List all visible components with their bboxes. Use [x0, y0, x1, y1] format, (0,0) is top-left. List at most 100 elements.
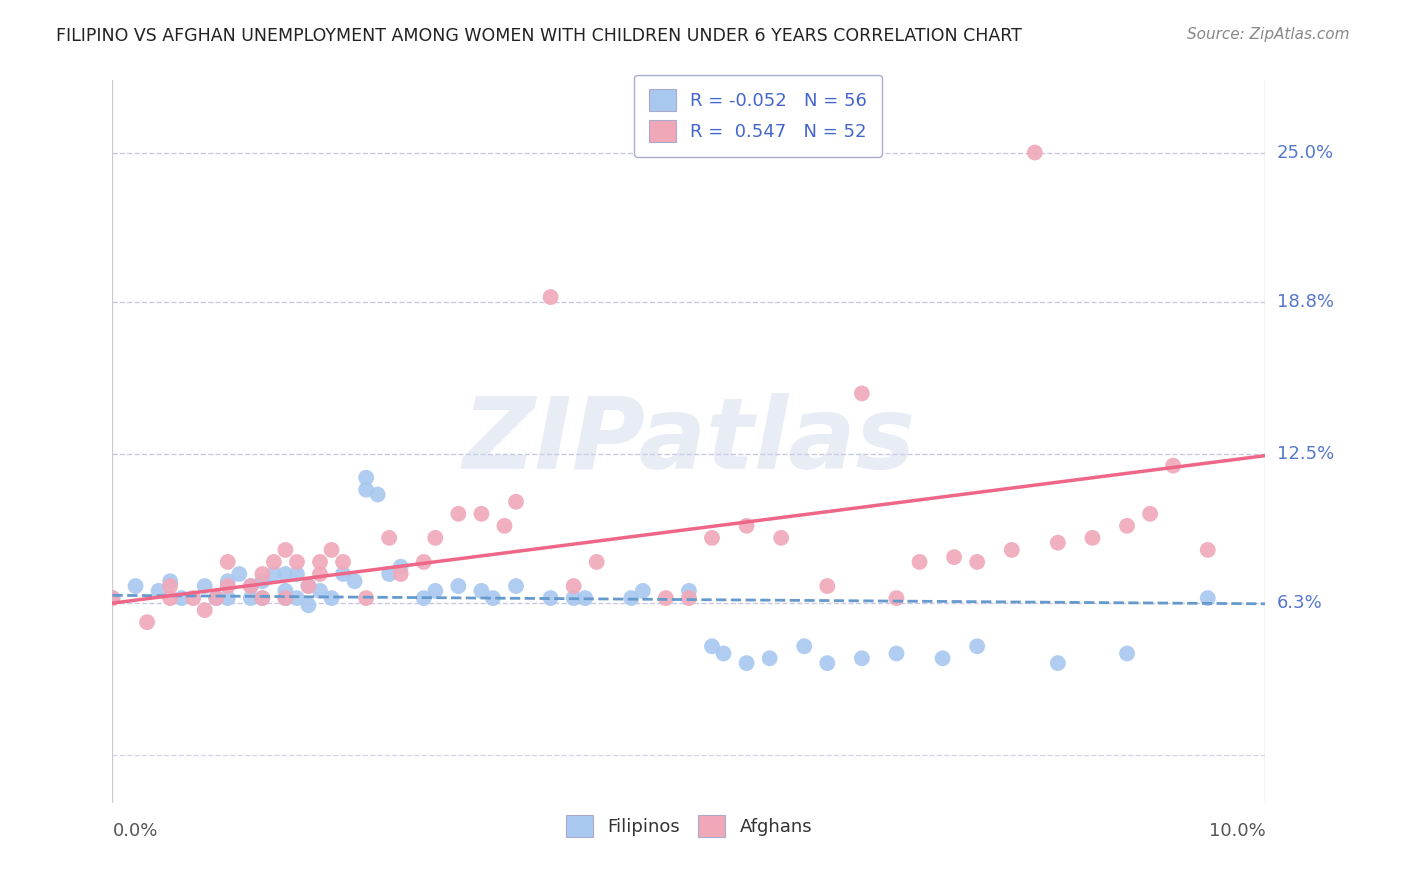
Point: [205, 591, 228, 606]
Point: [1139, 507, 1161, 521]
Point: [297, 579, 319, 593]
Point: [148, 583, 170, 598]
Point: [309, 583, 332, 598]
Text: ZIPatlas: ZIPatlas: [463, 393, 915, 490]
Point: [562, 591, 585, 606]
Text: 12.5%: 12.5%: [1277, 444, 1334, 463]
Point: [101, 591, 124, 606]
Point: [285, 555, 308, 569]
Point: [252, 591, 274, 606]
Point: [136, 615, 159, 630]
Legend: Filipinos, Afghans: Filipinos, Afghans: [558, 808, 820, 845]
Point: [966, 555, 988, 569]
Point: [367, 487, 389, 501]
Point: [793, 639, 815, 653]
Point: [252, 591, 274, 606]
Point: [425, 531, 447, 545]
Point: [297, 579, 319, 593]
Point: [700, 639, 723, 653]
Point: [1197, 542, 1219, 557]
Text: Source: ZipAtlas.com: Source: ZipAtlas.com: [1187, 27, 1350, 42]
Point: [574, 591, 596, 606]
Point: [194, 603, 217, 617]
Point: [159, 591, 181, 606]
Point: [274, 591, 297, 606]
Point: [343, 574, 366, 589]
Point: [239, 579, 262, 593]
Point: [217, 555, 239, 569]
Point: [309, 567, 332, 582]
Point: [425, 583, 447, 598]
Point: [378, 531, 401, 545]
Point: [1161, 458, 1184, 473]
Point: [378, 567, 401, 582]
Point: [505, 494, 527, 508]
Point: [332, 567, 354, 582]
Point: [1024, 145, 1046, 160]
Point: [505, 579, 527, 593]
Point: [886, 647, 908, 661]
Point: [770, 531, 793, 545]
Point: [274, 542, 297, 557]
Point: [943, 550, 966, 565]
Point: [274, 583, 297, 598]
Point: [354, 591, 377, 606]
Point: [713, 647, 735, 661]
Point: [447, 507, 470, 521]
Point: [389, 567, 412, 582]
Point: [700, 531, 723, 545]
Point: [1116, 647, 1139, 661]
Point: [851, 651, 873, 665]
Point: [851, 386, 873, 401]
Point: [562, 579, 585, 593]
Point: [1001, 542, 1024, 557]
Point: [447, 579, 470, 593]
Point: [1046, 656, 1069, 670]
Point: [470, 507, 492, 521]
Point: [931, 651, 953, 665]
Point: [412, 591, 434, 606]
Point: [321, 542, 343, 557]
Point: [354, 483, 377, 497]
Point: [886, 591, 908, 606]
Point: [631, 583, 654, 598]
Point: [205, 591, 228, 606]
Point: [815, 579, 838, 593]
Point: [540, 591, 562, 606]
Point: [470, 583, 492, 598]
Point: [585, 555, 607, 569]
Text: 25.0%: 25.0%: [1277, 144, 1334, 161]
Text: 18.8%: 18.8%: [1277, 293, 1334, 310]
Point: [263, 555, 285, 569]
Point: [354, 471, 377, 485]
Point: [252, 574, 274, 589]
Point: [217, 579, 239, 593]
Point: [1046, 535, 1069, 549]
Point: [655, 591, 678, 606]
Point: [735, 519, 758, 533]
Point: [124, 579, 146, 593]
Point: [620, 591, 643, 606]
Point: [159, 574, 181, 589]
Point: [758, 651, 780, 665]
Point: [332, 555, 354, 569]
Point: [159, 579, 181, 593]
Point: [389, 559, 412, 574]
Point: [1116, 519, 1139, 533]
Point: [678, 583, 700, 598]
Point: [181, 591, 204, 606]
Point: [239, 591, 262, 606]
Point: [217, 574, 239, 589]
Point: [274, 567, 297, 582]
Point: [908, 555, 931, 569]
Point: [678, 591, 700, 606]
Point: [297, 599, 319, 613]
Point: [321, 591, 343, 606]
Point: [815, 656, 838, 670]
Text: 0.0%: 0.0%: [112, 822, 157, 840]
Point: [252, 567, 274, 582]
Point: [735, 656, 758, 670]
Text: 6.3%: 6.3%: [1277, 594, 1323, 612]
Point: [194, 579, 217, 593]
Point: [285, 567, 308, 582]
